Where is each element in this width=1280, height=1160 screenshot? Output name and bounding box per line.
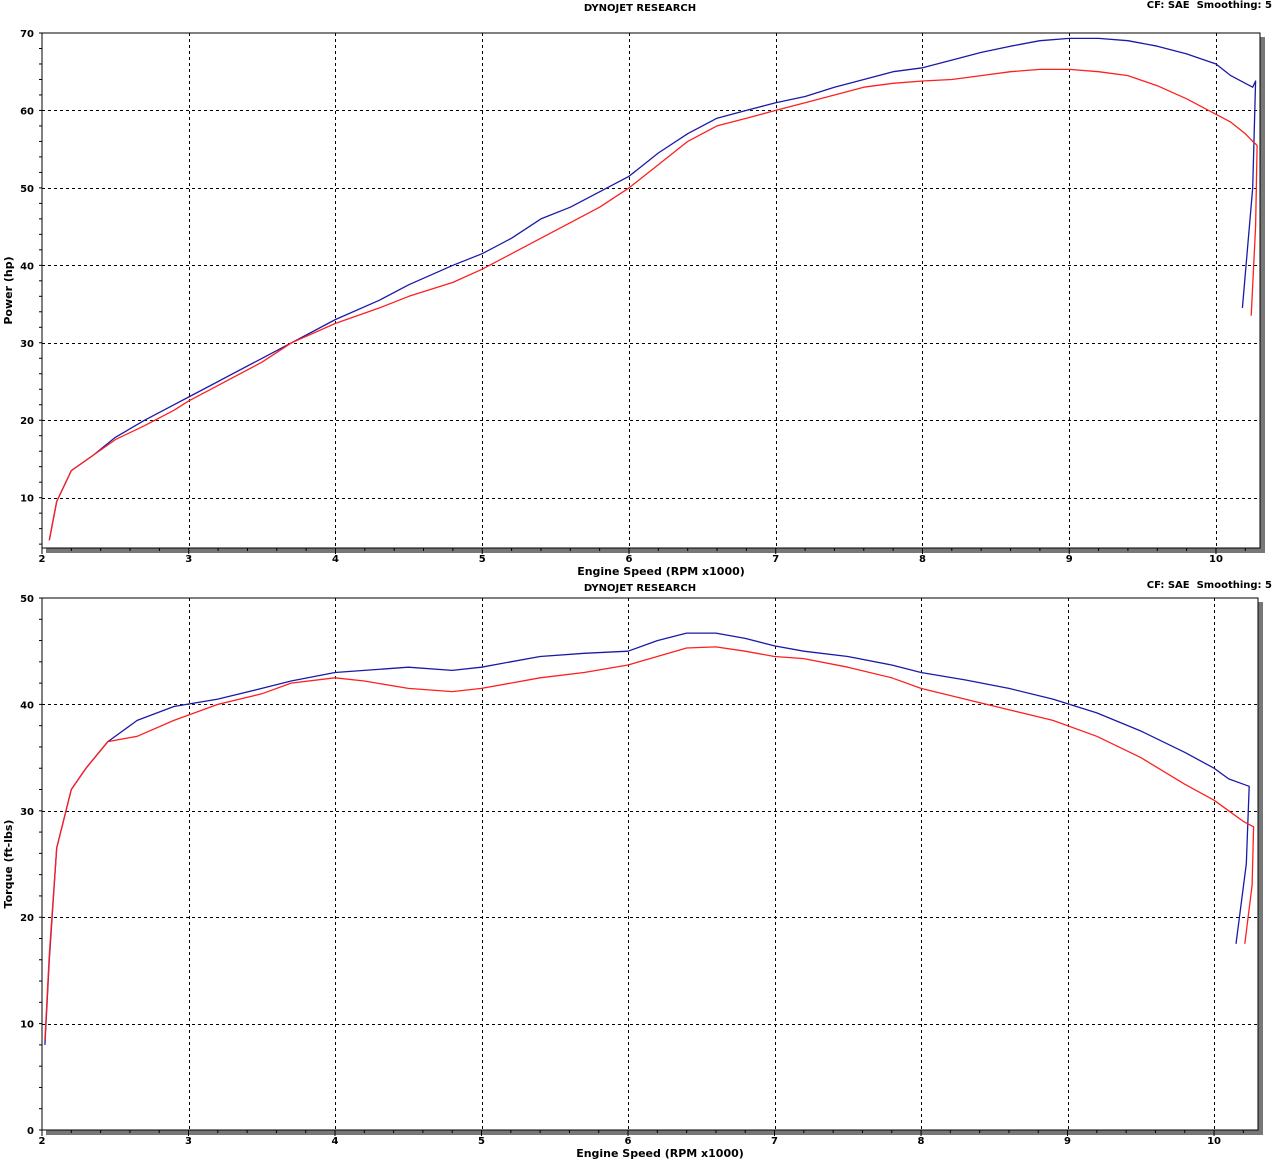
correction-factor-label: CF: SAE Smoothing: 5 <box>1146 580 1272 591</box>
frame-shadow-right <box>1260 37 1265 553</box>
x-tick-label: 7 <box>771 1136 778 1147</box>
x-tick-label: 5 <box>478 1136 485 1147</box>
correction-factor-label: CF: SAE Smoothing: 5 <box>1146 0 1272 11</box>
series-line-red <box>44 646 1255 1040</box>
x-tick-label: 3 <box>185 554 192 565</box>
y-tick-label: 10 <box>20 494 34 505</box>
x-tick-label: 6 <box>626 554 633 565</box>
x-axis-label: Engine Speed (RPM x1000) <box>577 565 745 578</box>
y-tick-label: 60 <box>20 106 34 117</box>
series-line-blue <box>44 632 1250 1045</box>
y-tick-label: 10 <box>20 1020 34 1031</box>
frame-shadow-right <box>1258 602 1263 1135</box>
x-tick-label: 6 <box>625 1136 632 1147</box>
x-tick-label: 9 <box>1064 1136 1071 1147</box>
x-tick-label: 7 <box>772 554 779 565</box>
y-tick-label: 30 <box>20 807 34 818</box>
x-tick-label: 2 <box>39 1136 46 1147</box>
power-chart: 2 3 4 5 6 7 8 9 10 10 20 30 40 50 60 70 Engine Speed (RP… <box>2 29 1265 578</box>
y-tick-label: 50 <box>20 184 34 195</box>
y-tick-label: 50 <box>20 594 34 605</box>
y-tick-label: 40 <box>20 700 34 711</box>
y-axis-label: Power (hp) <box>2 256 15 324</box>
y-tick-label: 40 <box>20 261 34 272</box>
x-tick-label: 4 <box>332 554 339 565</box>
y-tick-label: 70 <box>20 29 34 40</box>
chart-title: DYNOJET RESEARCH <box>583 3 697 14</box>
y-tick-label: 20 <box>20 913 34 924</box>
x-tick-label: 10 <box>1207 1136 1221 1147</box>
x-tick-label: 10 <box>1209 554 1223 565</box>
frame-shadow-bottom <box>46 548 1265 553</box>
series-line-blue <box>48 37 1257 541</box>
x-tick-label: 9 <box>1066 554 1073 565</box>
x-tick-label: 3 <box>185 1136 192 1147</box>
x-tick-label: 5 <box>479 554 486 565</box>
frame-shadow-bottom <box>46 1130 1263 1135</box>
x-axis-label: Engine Speed (RPM x1000) <box>576 1147 744 1160</box>
y-tick-label: 30 <box>20 339 34 350</box>
plot-frame <box>41 597 1259 1131</box>
x-tick-label: 8 <box>919 554 926 565</box>
y-tick-label: 0 <box>27 1126 34 1137</box>
power-chart-panel: DYNOJET RESEARCH CF: SAE Smoothing: 5 2 3… <box>2 0 1272 578</box>
plot-frame <box>41 32 1261 549</box>
x-tick-label: 8 <box>918 1136 925 1147</box>
y-tick-label: 20 <box>20 416 34 427</box>
chart-title: DYNOJET RESEARCH <box>583 583 697 594</box>
torque-chart-panel: DYNOJET RESEARCH CF: SAE Smoothing: 5 2 3… <box>0 580 1280 1160</box>
y-axis-label: Torque (ft-lbs) <box>2 820 15 909</box>
torque-chart: 2 3 4 5 6 7 8 9 10 0 10 20 30 40 50 Engine Speed (RPM x… <box>2 594 1263 1160</box>
x-tick-label: 4 <box>332 1136 339 1147</box>
x-tick-label: 2 <box>39 554 46 565</box>
series-line-red <box>48 68 1258 541</box>
